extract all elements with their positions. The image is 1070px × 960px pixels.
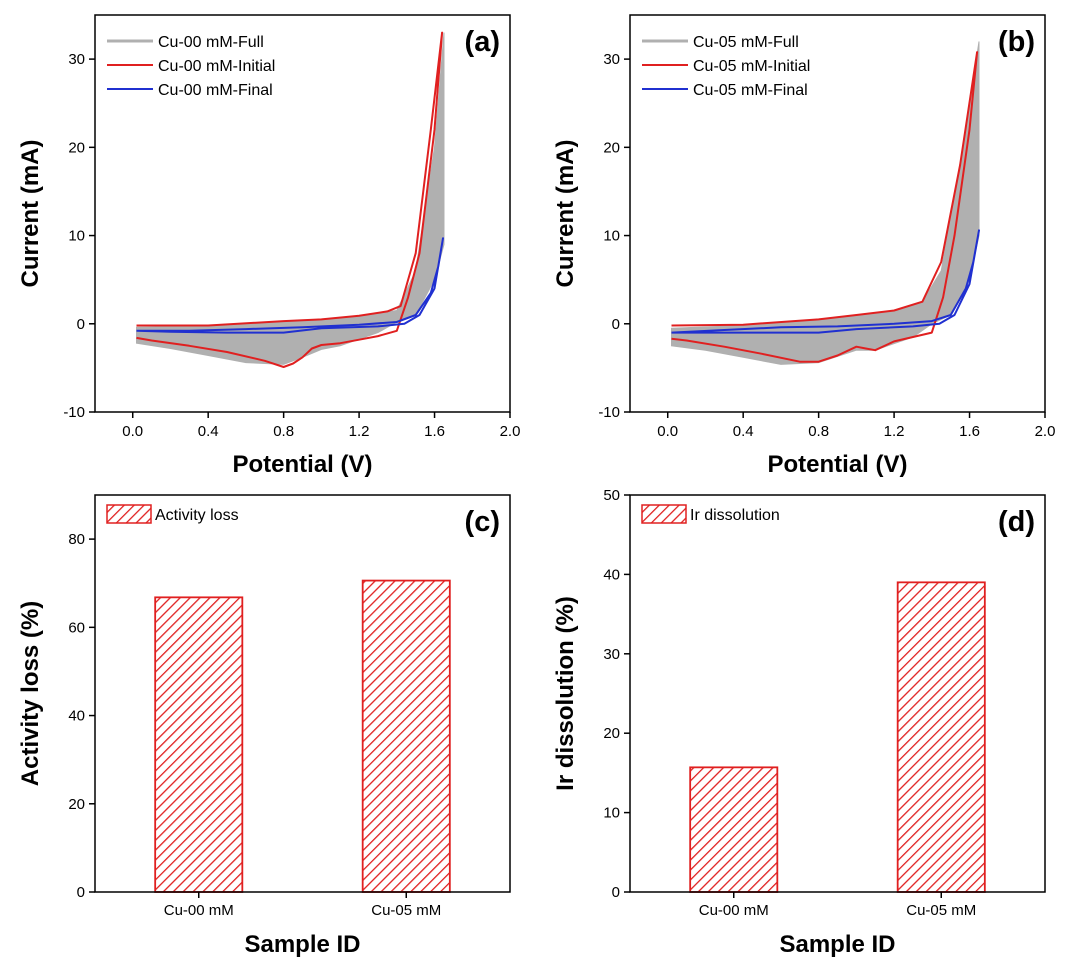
panel-b: (b) 0.0 0.4 0.8 1.2 1.6 2.0 Potential (V) -10 0 10… — [535, 0, 1070, 480]
y-axis-title: Current (mA) — [17, 140, 44, 288]
y-tick-label: 50 — [603, 487, 620, 504]
panel-a: (a) 0.0 0.4 0.8 1.2 1.6 2.0 Potential (V) -10 0 10… — [0, 0, 535, 480]
legend-swatch — [106, 504, 152, 524]
y-tick-label: 30 — [603, 51, 620, 68]
x-tick-label: 1.6 — [424, 423, 445, 440]
panel-label: (c) — [465, 506, 500, 538]
x-tick-label: 0.4 — [733, 423, 754, 440]
panel-label: (d) — [998, 506, 1035, 538]
x-tick-label: 0.4 — [198, 423, 219, 440]
x-axis-title: Sample ID — [779, 931, 895, 958]
chart-panel-a: (a) 0.0 0.4 0.8 1.2 1.6 2.0 Potential (V) -10 0 10… — [17, 14, 521, 478]
y-tick-label: 10 — [603, 228, 620, 245]
panel-d: Cu-00 mM Cu-05 mM (d) Sample ID 0 10 20 30 40 50 I… — [535, 480, 1070, 960]
x-tick-label: 0.8 — [808, 423, 829, 440]
y-tick-label: 0 — [77, 316, 85, 333]
bar — [154, 596, 244, 893]
plot-frame — [629, 494, 1046, 893]
x-axis-title: Potential (V) — [767, 451, 907, 478]
panel-c: Cu-00 mM Cu-05 mM (c) Sample ID 0 20 40 60 80 Act… — [0, 480, 535, 960]
x-axis-title: Sample ID — [244, 931, 360, 958]
x-tick-label: 2.0 — [1035, 423, 1056, 440]
x-tick-label: Cu-00 mM — [164, 902, 234, 919]
series-line-1 — [671, 51, 979, 363]
legend-label: Cu-00 mM-Final — [158, 82, 273, 99]
x-tick-label: 0.8 — [273, 423, 294, 440]
y-tick-label: 20 — [603, 139, 620, 156]
x-axis-title: Potential (V) — [232, 451, 372, 478]
x-tick-label: 2.0 — [500, 423, 521, 440]
series-line-2 — [136, 237, 444, 334]
y-tick-label: 0 — [612, 884, 620, 901]
panel-label: (a) — [465, 26, 500, 58]
y-tick-label: 60 — [68, 619, 85, 636]
y-tick-label: 30 — [603, 646, 620, 663]
y-tick-label: 40 — [68, 708, 85, 725]
y-axis-title: Ir dissolution (%) — [552, 596, 579, 791]
y-axis-title: Activity loss (%) — [17, 601, 44, 786]
legend-swatch — [641, 504, 687, 524]
legend-label: Cu-05 mM-Final — [693, 82, 808, 99]
panel-label: (b) — [998, 26, 1035, 58]
plot-frame — [94, 14, 511, 413]
series-line-2 — [671, 229, 980, 334]
y-tick-label: 20 — [68, 796, 85, 813]
legend-label: Cu-00 mM-Initial — [158, 58, 275, 75]
chart-panel-c: Cu-00 mM Cu-05 mM (c) Sample ID 0 20 40 60 80 Act… — [17, 494, 511, 958]
x-tick-label: 1.2 — [349, 423, 370, 440]
x-tick-label: 1.2 — [884, 423, 905, 440]
y-axis-title: Current (mA) — [552, 140, 579, 288]
y-tick-label: -10 — [63, 404, 85, 421]
y-tick-label: 0 — [612, 316, 620, 333]
plot-frame — [629, 14, 1046, 413]
y-tick-label: 30 — [68, 51, 85, 68]
legend-label: Cu-05 mM-Full — [693, 34, 799, 51]
bar — [896, 581, 986, 893]
legend-label: Ir dissolution — [690, 507, 780, 524]
legend-label: Activity loss — [155, 507, 239, 524]
bar — [361, 579, 451, 893]
y-tick-label: 10 — [68, 228, 85, 245]
x-tick-label: 1.6 — [959, 423, 980, 440]
y-tick-label: 80 — [68, 531, 85, 548]
y-tick-label: 40 — [603, 566, 620, 583]
x-tick-label: Cu-00 mM — [699, 902, 769, 919]
y-tick-label: 10 — [603, 805, 620, 822]
legend-label: Cu-05 mM-Initial — [693, 58, 810, 75]
chart-panel-b: (b) 0.0 0.4 0.8 1.2 1.6 2.0 Potential (V) -10 0 10… — [552, 14, 1056, 478]
y-tick-label: 20 — [68, 139, 85, 156]
x-tick-label: 0.0 — [122, 423, 143, 440]
y-tick-label: 0 — [77, 884, 85, 901]
series-line-1 — [136, 31, 444, 368]
x-tick-label: Cu-05 mM — [906, 902, 976, 919]
x-tick-label: 0.0 — [657, 423, 678, 440]
bar — [689, 766, 779, 893]
y-tick-label: 20 — [603, 725, 620, 742]
legend-label: Cu-00 mM-Full — [158, 34, 264, 51]
x-tick-label: Cu-05 mM — [371, 902, 441, 919]
plot-frame — [94, 494, 511, 893]
chart-panel-d: Cu-00 mM Cu-05 mM (d) Sample ID 0 10 20 30 40 50 I… — [552, 487, 1046, 958]
y-tick-label: -10 — [598, 404, 620, 421]
